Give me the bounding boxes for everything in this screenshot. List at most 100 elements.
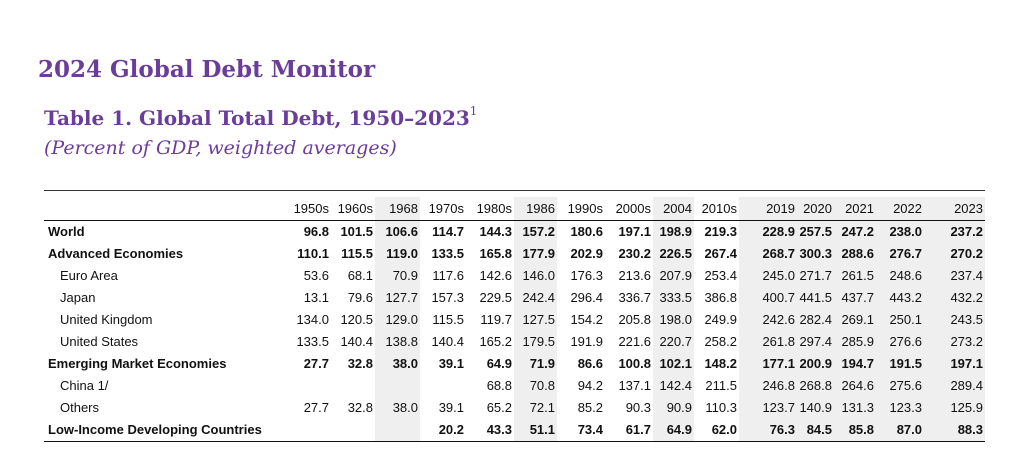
- table-cell: 51.1: [514, 419, 557, 442]
- table-cell: 134.0: [296, 312, 329, 327]
- table-cell: 133.5: [296, 334, 329, 349]
- table-cell: 289.4: [924, 375, 985, 397]
- table-cell: 146.0: [514, 265, 557, 287]
- table-cell: 88.3: [924, 419, 985, 442]
- table-row: Emerging Market Economies 27.7 32.8 38.0 39.…: [44, 353, 985, 375]
- table-cell: 264.6: [834, 375, 876, 397]
- table-cell: 142.4: [653, 375, 694, 397]
- table-cell: 106.6: [375, 220, 420, 243]
- table-cell: 86.6: [577, 356, 603, 371]
- table-cell: 165.8: [479, 246, 512, 261]
- table-cell: 268.8: [797, 375, 834, 397]
- column-header: 2000s: [605, 197, 653, 221]
- table-cell: 125.9: [924, 397, 985, 419]
- table-cell: 102.1: [653, 353, 694, 375]
- table-cell: 119.0: [375, 243, 420, 265]
- table-cell: 200.9: [797, 353, 834, 375]
- table-cell: 117.6: [432, 268, 464, 283]
- table-row: United States 133.5 140.4 138.8 140.4 165.2 17…: [44, 331, 985, 353]
- table-cell: 62.0: [694, 419, 739, 442]
- table-cell: 261.8: [739, 331, 797, 353]
- table-cell: [281, 419, 331, 442]
- table-cell: 267.4: [704, 246, 737, 261]
- table-cell: 296.4: [570, 290, 603, 305]
- table-cell: 441.5: [797, 287, 834, 309]
- table-cell: 191.5: [876, 353, 924, 375]
- table-cell: 177.9: [514, 243, 557, 265]
- table-cell: 120.5: [340, 312, 373, 327]
- column-header: 1980s: [466, 197, 514, 221]
- table-cell: 197.1: [618, 224, 651, 239]
- table-cell: [420, 375, 466, 397]
- table-cell: 100.8: [618, 356, 651, 371]
- table-cell: 127.7: [375, 287, 420, 309]
- table-cell: 242.4: [514, 287, 557, 309]
- table-cell: 297.4: [797, 331, 834, 353]
- table-cell: 176.3: [570, 268, 603, 283]
- table-cell: 242.6: [739, 309, 797, 331]
- table-cell: 129.0: [375, 309, 420, 331]
- table-cell: [375, 375, 420, 397]
- table-cell: 282.4: [797, 309, 834, 331]
- table-cell: 38.0: [375, 397, 420, 419]
- table-cell: 276.6: [876, 331, 924, 353]
- table-cell: 273.2: [924, 331, 985, 353]
- table-cell: 32.8: [347, 400, 373, 415]
- table-cell: [375, 419, 420, 442]
- table-cell: 238.0: [876, 220, 924, 243]
- table-cell: 110.1: [297, 246, 329, 261]
- table-cell: 68.1: [347, 268, 373, 283]
- table-cell: 258.2: [704, 334, 737, 349]
- table-cell: 127.5: [514, 309, 557, 331]
- table-cell: 131.3: [834, 397, 876, 419]
- row-label: Japan: [60, 290, 96, 305]
- table-cell: 211.5: [705, 378, 737, 393]
- table-cell: 27.7: [303, 356, 329, 371]
- table-cell: 73.4: [557, 419, 605, 442]
- table-cell: 237.4: [924, 265, 985, 287]
- table-title-text: Table 1. Global Total Debt, 1950–2023: [44, 106, 470, 130]
- row-label: United Kingdom: [60, 312, 153, 327]
- table-cell: 443.2: [876, 287, 924, 309]
- table-cell: 276.7: [876, 243, 924, 265]
- table-cell: 180.6: [570, 224, 603, 239]
- table-cell: 268.7: [739, 243, 797, 265]
- table-cell: 64.9: [653, 419, 694, 442]
- table-cell: 144.3: [479, 224, 512, 239]
- table-cell: 248.6: [876, 265, 924, 287]
- row-label: Low-Income Developing Countries: [44, 419, 281, 442]
- table-cell: 253.4: [704, 268, 737, 283]
- table-cell: 157.3: [431, 290, 464, 305]
- table-cell: 94.2: [577, 378, 603, 393]
- table-cell: 228.9: [739, 220, 797, 243]
- table-cell: 257.5: [797, 220, 834, 243]
- column-header: 2020: [797, 197, 834, 221]
- table-cell: 157.2: [514, 220, 557, 243]
- table-cell: 115.5: [432, 312, 464, 327]
- table-cell: 194.7: [834, 353, 876, 375]
- column-header: 1970s: [420, 197, 466, 221]
- row-label: World: [48, 224, 85, 239]
- column-header: 1986: [514, 197, 557, 221]
- table-cell: 400.7: [739, 287, 797, 309]
- table-cell: 213.6: [618, 268, 651, 283]
- table-cell: 133.5: [431, 246, 464, 261]
- table-cell: 110.3: [705, 400, 737, 415]
- table-header-row: 1950s 1960s 1968 1970s 1980s 1986 1990s 2000s 20…: [44, 197, 985, 221]
- table-cell: [331, 419, 375, 442]
- table-cell: [281, 375, 331, 397]
- table-row: Low-Income Developing Countries 20.2 43.3 5…: [44, 419, 985, 442]
- table-cell: 72.1: [514, 397, 557, 419]
- report-title: 2024 Global Debt Monitor: [38, 56, 376, 83]
- table-top-rule: [44, 190, 985, 191]
- table-cell: 71.9: [514, 353, 557, 375]
- table-cell: 148.2: [704, 356, 737, 371]
- row-label: China 1/: [60, 378, 109, 393]
- table-cell: 285.9: [834, 331, 876, 353]
- table-cell: 137.1: [618, 378, 651, 393]
- table-cell: 70.9: [375, 265, 420, 287]
- table-cell: 250.1: [876, 309, 924, 331]
- table-cell: 432.2: [924, 287, 985, 309]
- column-header: 2021: [834, 197, 876, 221]
- table-cell: 84.5: [797, 419, 834, 442]
